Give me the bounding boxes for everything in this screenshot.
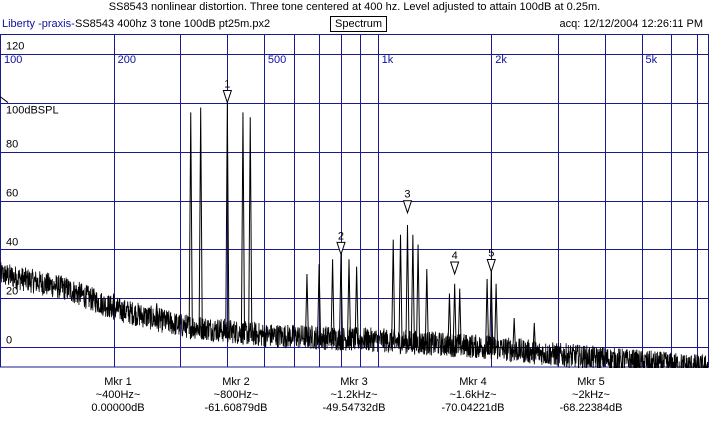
marker-level: -49.54732dB [322, 402, 386, 414]
spectrum-peak [415, 244, 421, 351]
y-tick-label: 60 [6, 188, 18, 200]
marker-title: Mkr 2 [222, 376, 250, 388]
marker-title: Mkr 3 [340, 376, 368, 388]
marker-level: 0.00000dB [91, 402, 145, 414]
spectrum-peak [410, 234, 415, 350]
marker-title: Mkr 1 [104, 376, 132, 388]
x-tick-label: 5k [646, 54, 658, 66]
spectrum-peak [424, 269, 429, 351]
marker-readout-2: Mkr 2 ~800Hz~ -61.60879dB [186, 376, 286, 415]
spectrum-peak [532, 322, 537, 360]
marker-title: Mkr 5 [577, 376, 605, 388]
trace-layer [0, 102, 709, 368]
marker-2-icon [336, 241, 346, 256]
spectrum-peak [111, 293, 116, 316]
x-tick-label: 2k [495, 54, 507, 66]
x-tick-label: 1k [382, 54, 394, 66]
spectrum-button[interactable]: Spectrum [330, 16, 388, 32]
marker-frequency: ~1.2kHz~ [330, 389, 378, 401]
marker-frequency: ~2kHz~ [572, 389, 610, 401]
marker-frequency: ~1.6kHz~ [449, 389, 497, 401]
marker-5-icon [486, 259, 496, 274]
marker-layer: 1 2 3 4 5 [222, 79, 496, 276]
x-tick-label: 200 [118, 54, 136, 66]
spectrum-peak [154, 303, 159, 327]
marker-readout-5: Mkr 5 ~2kHz~ -68.22384dB [541, 376, 641, 415]
spectrum-peak [494, 283, 499, 356]
plot-frame [0, 34, 709, 368]
spectrum-peak [188, 112, 193, 334]
spectrum-peak [248, 117, 253, 341]
reference-level-label: 100dBSPL [6, 105, 59, 117]
spectrum-peak [452, 283, 457, 353]
x-tick-label: 100 [4, 54, 22, 66]
marker-title: Mkr 4 [459, 376, 487, 388]
grid-layer [0, 34, 709, 368]
marker-1-icon [222, 90, 233, 105]
spectrum-peak [317, 264, 322, 345]
marker-level: -68.22384dB [559, 402, 623, 414]
marker-readout-1: Mkr 1 ~400Hz~ 0.00000dB [68, 376, 168, 415]
spectrum-peak [391, 239, 396, 349]
y-tick-label: 80 [6, 139, 18, 151]
acquisition-timestamp: acq: 12/12/2004 12:26:11 PM [559, 18, 703, 30]
spectrum-peak [330, 259, 335, 346]
spectrum-peak [405, 224, 410, 350]
y-tick-label: 40 [6, 236, 18, 248]
marker-5-label: 5 [488, 248, 494, 260]
spectrum-peak [485, 278, 490, 355]
spectrum-peak [346, 259, 352, 347]
y-tick-label: 120 [6, 41, 24, 53]
spectrum-trace [0, 261, 709, 368]
marker-4-label: 4 [452, 250, 458, 262]
marker-level: -70.04221dB [441, 402, 505, 414]
spectrum-peak [240, 112, 246, 341]
x-tick-label: 500 [268, 54, 286, 66]
marker-2-label: 2 [338, 230, 344, 242]
file-name: SS8543 400hz 3 tone 100dB pt25m.px2 [75, 18, 271, 30]
spectrum-peak [198, 107, 203, 336]
spectrum-peak [398, 234, 403, 349]
spectrum-peak [447, 293, 452, 353]
spectrum-peak [304, 273, 310, 345]
marker-4-icon [449, 261, 460, 276]
marker-readout-4: Mkr 4 ~1.6kHz~ -70.04221dB [423, 376, 523, 415]
chart-caption: SS8543 nonlinear distortion. Three tone … [108, 1, 601, 13]
marker-frequency: ~800Hz~ [213, 389, 259, 401]
app-name: Liberty -praxis- [2, 18, 75, 30]
marker-frequency: ~400Hz~ [95, 389, 141, 401]
y-tick-label: 20 [6, 285, 18, 297]
marker-3-icon [402, 200, 413, 215]
spectrum-peak [354, 266, 359, 347]
y-tick-label: 0 [6, 334, 12, 346]
reference-tick-icon [0, 96, 9, 103]
spectrum-peak [512, 318, 517, 358]
spectrum-peak [457, 288, 462, 353]
marker-1-label: 1 [224, 79, 230, 91]
marker-3-label: 3 [404, 189, 410, 201]
marker-readout-3: Mkr 3 ~1.2kHz~ -49.54732dB [304, 376, 404, 415]
marker-level: -61.60879dB [204, 402, 268, 414]
